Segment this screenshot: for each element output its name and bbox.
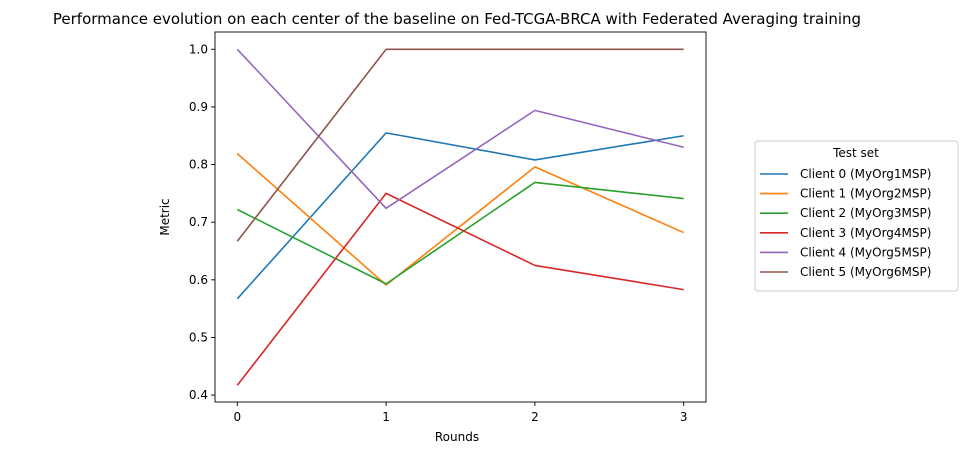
legend-label-client-5: Client 5 (MyOrg6MSP): [800, 265, 931, 279]
x-axis: 0 1 2 3: [233, 402, 688, 424]
legend: Test set Client 0 (MyOrg1MSP) Client 1 (M…: [754, 140, 959, 292]
y-tick-label: 0.5: [189, 330, 208, 344]
y-tick-label: 0.9: [189, 100, 208, 114]
y-axis: 0.4 0.5 0.6 0.7 0.8 0.9 1.0: [189, 42, 215, 402]
y-axis-label: Metric: [158, 198, 172, 235]
series-line-client-1: [236, 153, 685, 286]
series-line-client-5: [236, 48, 684, 242]
x-tick-label: 1: [382, 410, 390, 424]
y-tick-label: 0.7: [189, 215, 208, 229]
x-tick-label: 0: [233, 410, 241, 424]
legend-label-client-2: Client 2 (MyOrg3MSP): [800, 206, 931, 220]
x-tick-label: 2: [531, 410, 539, 424]
y-tick-label: 0.4: [189, 388, 208, 402]
series-line-client-3: [236, 192, 684, 386]
series-line-client-2: [236, 181, 684, 285]
x-axis-label: Rounds: [435, 430, 479, 444]
legend-label-client-4: Client 4 (MyOrg5MSP): [800, 245, 931, 259]
plot-area: [214, 31, 707, 403]
series-line-client-0: [236, 132, 684, 300]
legend-label-client-1: Client 1 (MyOrg2MSP): [800, 187, 931, 201]
y-tick-label: 0.8: [189, 158, 208, 172]
series-lines: [236, 48, 685, 386]
y-tick-label: 1.0: [189, 42, 208, 56]
chart-title: Performance evolution on each center of …: [53, 10, 861, 28]
series-line-client-4: [236, 48, 684, 210]
legend-title: Test set: [832, 146, 879, 160]
legend-label-client-3: Client 3 (MyOrg4MSP): [800, 226, 931, 240]
x-tick-label: 3: [680, 410, 688, 424]
legend-frame: [754, 140, 959, 292]
y-tick-label: 0.6: [189, 273, 208, 287]
legend-label-client-0: Client 0 (MyOrg1MSP): [800, 167, 931, 181]
